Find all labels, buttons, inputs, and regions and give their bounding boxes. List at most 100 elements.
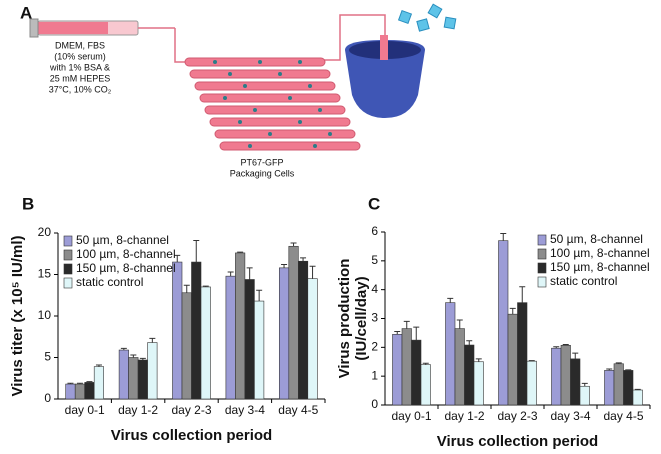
error-bar [422,362,429,365]
cells-label: PT67-GFP [240,157,283,167]
bar [401,328,412,406]
x-tick-label: day 0-1 [391,409,431,423]
error-bar [95,364,102,367]
error-bar [615,362,622,364]
error-bar [256,289,263,302]
error-bar [227,271,234,277]
error-bar [509,307,516,315]
bar [392,334,403,406]
error-bar [394,330,401,335]
bar [137,359,148,400]
y-axis-label: Virus production [336,259,353,379]
legend-swatch [537,276,547,288]
bar [604,370,615,406]
y-tick-label: 1 [371,368,378,382]
bar [288,245,299,400]
panel-letter: C [368,194,380,213]
legend-label: 150 µm, 8-channel [550,260,650,274]
bar [181,292,192,400]
error-bar [130,354,137,358]
medium-label: (10% serum) [54,51,106,61]
bar [200,286,211,400]
error-bar [67,382,74,385]
x-tick-label: day 0-1 [65,403,105,417]
bar [420,364,431,406]
x-tick-label: day 3-4 [550,409,590,423]
error-bar [76,382,83,385]
plunger [29,18,39,38]
cells-label: Packaging Cells [230,168,295,178]
legend-label: 50 µm, 8-channel [550,232,643,246]
x-axis-label: Virus collection period [111,427,272,444]
bar [172,261,183,400]
y-tick-label: 0 [371,397,378,411]
bar [244,279,255,400]
medium-label: with 1% BSA & [49,62,110,72]
bar [579,385,590,406]
medium-label: 25 mM HEPES [50,73,111,83]
error-bar [86,381,93,383]
cells-dots [213,60,332,148]
y-tick-label: 5 [44,350,51,364]
channels [184,57,361,151]
bar [93,366,104,400]
bar [454,328,465,406]
bar [118,349,129,400]
x-tick-label: day 2-3 [497,409,537,423]
legend-swatch [537,248,547,260]
bar [225,275,236,400]
legend-label: 100 µm, 8-channel [76,247,176,261]
diagram: A PT67-GFP Packaging Cells DMEM, FBS (10… [20,3,457,178]
bar [473,361,484,406]
y-tick-label: 5 [371,253,378,267]
bar [147,342,158,400]
bar [551,347,562,406]
bar [128,357,139,400]
error-bar [447,297,454,303]
error-bar [237,251,244,253]
x-tick-label: day 2-3 [171,403,211,417]
y-tick-label: 4 [371,282,378,296]
bar [411,339,422,406]
medium-label: DMEM, FBS [55,40,105,50]
bar [507,313,518,406]
bar [613,363,624,406]
cubes [397,3,457,32]
panel-letter: B [22,194,34,213]
error-bar [202,285,209,287]
error-bar [500,232,507,241]
error-bar [246,267,253,280]
error-bar [403,320,410,329]
tube [320,14,386,61]
y-tick-label: 20 [38,225,52,239]
error-bar [572,352,579,359]
x-tick-label: day 1-2 [444,409,484,423]
bar [632,389,643,406]
bar [235,252,246,400]
bar [307,278,318,400]
bar [297,260,309,400]
error-bar [562,343,569,346]
x-tick-label: day 1-2 [118,403,158,417]
y-tick-label: 0 [44,391,51,405]
y-axis-label: Virus titer (x 10⁵ IU/ml) [9,236,26,397]
error-bar [625,369,632,371]
legend-label: 50 µm, 8-channel [76,233,169,247]
error-bar [149,337,156,343]
bar [560,345,571,406]
error-bar [120,347,127,351]
legend-swatch [63,249,73,261]
legend-label: 150 µm, 8-channel [76,261,176,275]
bar [570,358,581,406]
panel-letter: A [20,3,32,22]
error-bar [553,346,560,349]
y-tick-label: 6 [371,224,378,238]
error-bar [581,382,588,387]
bar [498,240,509,406]
x-tick-label: day 3-4 [225,403,265,417]
bar [517,302,528,406]
y-axis-label: (IU/cell/day) [353,276,370,360]
bar [254,300,265,400]
bar [65,383,76,400]
